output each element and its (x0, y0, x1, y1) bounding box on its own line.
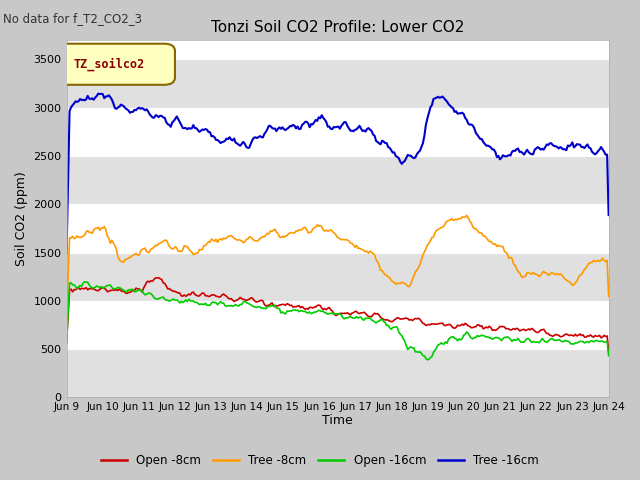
Open -16cm (81, 279, 88, 285)
Tree -8cm (605, 294, 612, 300)
Bar (67, 252, 609, 301)
Open -16cm (605, 353, 612, 359)
Open -16cm (226, 303, 234, 309)
Open -16cm (578, 339, 586, 345)
Bar (67, 156, 609, 204)
Legend: Open -8cm, Tree -8cm, Open -16cm, Tree -16cm: Open -8cm, Tree -8cm, Open -16cm, Tree -… (96, 449, 544, 472)
Open -16cm (131, 289, 138, 295)
Tree -16cm (253, 135, 260, 141)
Line: Open -16cm: Open -16cm (67, 282, 609, 360)
Line: Tree -8cm: Tree -8cm (67, 215, 609, 317)
Open -16cm (63, 338, 70, 344)
Tree -16cm (63, 251, 70, 257)
Tree -16cm (131, 107, 138, 113)
Open -8cm (301, 306, 309, 312)
Title: Tonzi Soil CO2 Profile: Lower CO2: Tonzi Soil CO2 Profile: Lower CO2 (211, 20, 464, 35)
Tree -16cm (95, 91, 102, 96)
Tree -8cm (243, 237, 250, 242)
Open -16cm (424, 357, 431, 363)
Open -16cm (253, 305, 260, 311)
Text: No data for f_T2_CO2_3: No data for f_T2_CO2_3 (3, 12, 142, 25)
Open -16cm (244, 300, 252, 306)
Open -8cm (244, 297, 252, 303)
Tree -16cm (244, 145, 252, 151)
Open -8cm (63, 340, 70, 346)
Tree -8cm (252, 238, 259, 243)
X-axis label: Time: Time (322, 414, 353, 427)
Tree -16cm (576, 142, 584, 147)
Line: Open -8cm: Open -8cm (67, 278, 609, 351)
Open -8cm (605, 348, 612, 354)
Tree -16cm (605, 212, 612, 218)
Open -8cm (154, 275, 161, 281)
Tree -16cm (226, 134, 234, 140)
Tree -8cm (129, 252, 137, 258)
Open -8cm (576, 331, 584, 337)
Tree -8cm (63, 314, 70, 320)
Tree -8cm (300, 225, 307, 230)
Tree -16cm (301, 119, 309, 125)
Tree -8cm (576, 272, 584, 278)
Open -8cm (253, 299, 260, 305)
Y-axis label: Soil CO2 (ppm): Soil CO2 (ppm) (15, 171, 28, 266)
Open -8cm (129, 288, 137, 293)
Text: TZ_soilco2: TZ_soilco2 (73, 58, 144, 71)
Bar (67, 349, 609, 397)
Open -8cm (226, 296, 234, 302)
Tree -8cm (224, 234, 232, 240)
Tree -8cm (463, 212, 470, 218)
Line: Tree -16cm: Tree -16cm (67, 94, 609, 254)
FancyBboxPatch shape (58, 44, 175, 85)
Bar (67, 60, 609, 108)
Open -16cm (301, 309, 309, 314)
